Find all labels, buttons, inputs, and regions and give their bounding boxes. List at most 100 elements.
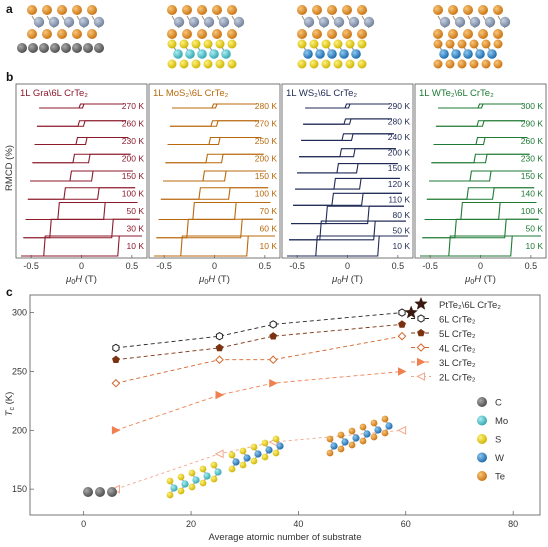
- c-atom: [94, 43, 104, 53]
- metal-atom: [185, 49, 195, 59]
- temperature-label: 150 K: [255, 171, 278, 181]
- inset-chalcogen-atom: [239, 447, 247, 455]
- legend-label: 3L CrTe₂: [439, 358, 476, 369]
- inset-metal-atom: [203, 472, 211, 480]
- temperature-label: 280 K: [388, 117, 411, 127]
- inset-chalcogen-atom: [381, 415, 389, 423]
- hysteresis-up-sweep: [156, 218, 273, 239]
- te-atom: [227, 5, 237, 15]
- temperature-label: 200 K: [122, 154, 145, 164]
- hysteresis-down-sweep: [291, 205, 404, 225]
- hysteresis-up-sweep: [27, 187, 136, 200]
- hysteresis-down-sweep: [156, 218, 273, 239]
- rmcd-panel-4: 1L WTe₂\6L CrTe₂ -0.5 0 0.5 μ0H (T) 300 K 290 …: [414, 83, 547, 286]
- series-line-1: [115, 312, 403, 349]
- data-point: [215, 355, 224, 365]
- panel-a-structures: [17, 5, 511, 69]
- data-point: [398, 308, 406, 317]
- cr-atom: [484, 16, 496, 28]
- te-atom: [27, 29, 37, 39]
- cr-atom: [318, 16, 330, 28]
- cr-atom: [93, 16, 105, 28]
- hysteresis-up-sweep: [163, 170, 266, 182]
- hysteresis-up-sweep: [299, 148, 396, 158]
- inset-metal-atom: [265, 446, 273, 454]
- x-tick-label: -0.5: [23, 261, 39, 271]
- rmcd-panel-3: 1L WS₂\6L CrTe₂ -0.5 0 0.5 μ0H (T) 290 K 280 K…: [281, 83, 414, 286]
- temperature-label: 100 K: [255, 189, 278, 199]
- temperature-label: 30 K: [127, 224, 145, 234]
- inset-chalcogen-atom: [210, 461, 218, 469]
- inset-metal-atom: [243, 454, 251, 462]
- series-line-4: [115, 371, 403, 431]
- x-tick-label: 0: [81, 519, 86, 529]
- te-atom: [197, 29, 207, 39]
- temperature-label: 240 K: [388, 132, 411, 142]
- hysteresis-down-sweep: [295, 177, 400, 190]
- legend-label: 5L CrTe₂: [439, 329, 476, 340]
- c-atom: [28, 43, 38, 53]
- legend-label: 6L CrTe₂: [439, 315, 476, 326]
- inset-chalcogen-atom: [199, 465, 207, 473]
- cr-atom: [78, 16, 90, 28]
- hysteresis-up-sweep: [167, 136, 262, 146]
- chalcogen-atom: [179, 39, 189, 49]
- hysteresis-up-sweep: [36, 120, 127, 127]
- inset-chalcogen-atom: [250, 443, 258, 451]
- x-tick-label: 0.5: [392, 261, 405, 271]
- inset-chalcogen-atom: [359, 423, 367, 431]
- te-atom: [357, 29, 367, 39]
- chalcogen-atom: [433, 39, 443, 49]
- data-point: [269, 332, 278, 340]
- inset-chalcogen-atom: [199, 479, 207, 487]
- tc-plot-frame: [29, 294, 541, 516]
- te-atom: [57, 5, 67, 15]
- inset-metal-atom: [181, 480, 189, 488]
- temperature-label: 10 K: [393, 241, 411, 251]
- hysteresis-up-sweep: [429, 170, 532, 182]
- inset-chalcogen-atom: [188, 469, 196, 477]
- cr-atom: [499, 16, 511, 28]
- highlight-star-point: [404, 305, 418, 319]
- c-atom: [50, 43, 60, 53]
- rmcd-panel-1: 1L Gra\6L CrTe₂ -0.5 0 0.5 μ0H (T) 270 K 260 K…: [15, 83, 148, 286]
- metal-atom: [221, 49, 231, 59]
- data-point: [397, 425, 407, 435]
- inset-chalcogen-atom: [239, 461, 247, 469]
- temperature-label: 150 K: [388, 163, 411, 173]
- inset-metal-atom: [352, 434, 360, 442]
- inset-chalcogen-atom: [188, 483, 196, 491]
- temperature-label: 10 K: [526, 241, 544, 251]
- hysteresis-up-sweep: [422, 218, 539, 239]
- inset-chalcogen-atom: [337, 445, 345, 453]
- te-atom: [57, 29, 67, 39]
- hysteresis-down-sweep: [299, 148, 396, 158]
- inset-metal-atom: [276, 442, 284, 450]
- legend-label: PtTe₂\6L CrTe₂: [439, 300, 501, 311]
- te-atom: [167, 29, 177, 39]
- inset-chalcogen-atom: [272, 449, 280, 457]
- hysteresis-down-sweep: [287, 235, 408, 257]
- te-atom: [42, 29, 52, 39]
- chalcogen-atom: [215, 39, 225, 49]
- inset-chalcogen-atom: [326, 435, 334, 443]
- inset-metal-atom: [214, 468, 222, 476]
- inset-chalcogen-atom: [359, 437, 367, 445]
- cr-atom: [454, 16, 466, 28]
- metal-atom: [487, 49, 497, 59]
- hysteresis-down-sweep: [297, 163, 398, 174]
- inset-chalcogen-atom: [326, 449, 334, 457]
- inset-chalcogen-atom: [348, 441, 356, 449]
- chalcogen-atom: [167, 39, 177, 49]
- chalcogen-atom: [445, 39, 455, 49]
- te-atom: [463, 5, 473, 15]
- x-tick-label: 0: [345, 261, 350, 271]
- hysteresis-up-sweep: [426, 187, 535, 200]
- chalcogen-atom: [469, 59, 479, 69]
- hysteresis-down-sweep: [289, 220, 406, 241]
- inset-chalcogen-atom: [228, 465, 236, 473]
- cr-atom: [188, 16, 200, 28]
- te-atom: [327, 5, 337, 15]
- inset-chalcogen-atom: [250, 457, 258, 465]
- cr-atom: [33, 16, 45, 28]
